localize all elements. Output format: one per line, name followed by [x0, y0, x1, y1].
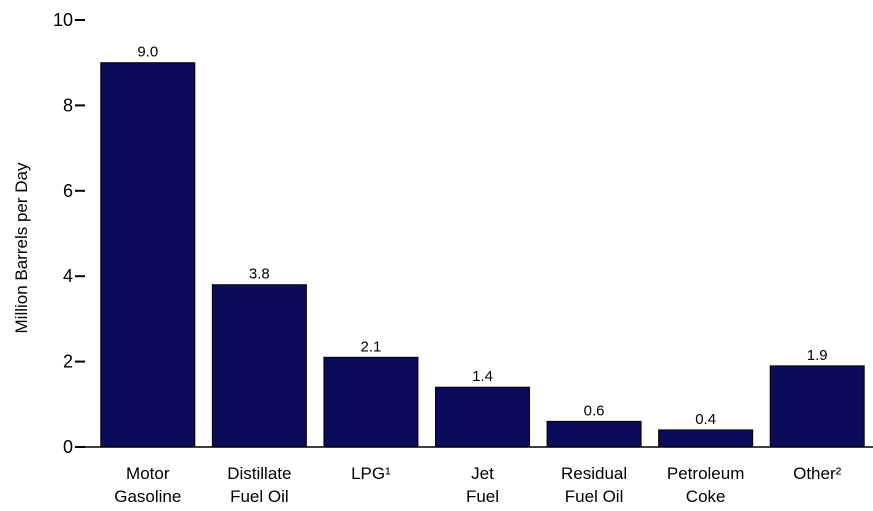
- category-label-line: Fuel Oil: [565, 487, 624, 506]
- bar-value-label: 1.9: [807, 347, 828, 364]
- bars: [100, 62, 865, 448]
- category-label-line: Gasoline: [114, 487, 181, 506]
- category-label: Petroleum Coke: [667, 464, 744, 506]
- bar-value-label: 0.4: [695, 411, 716, 428]
- category-label-line: Motor: [126, 464, 170, 483]
- category-label-line: Residual: [561, 464, 627, 483]
- category-label: Residual Fuel Oil: [561, 464, 627, 506]
- category-label-line: Petroleum: [667, 464, 744, 483]
- y-axis: 0 2 4 6 8 10: [53, 10, 85, 457]
- category-label: Jet Fuel: [466, 464, 499, 506]
- y-tick-label: 6: [63, 181, 73, 201]
- y-tick-label: 2: [63, 352, 73, 372]
- category-label: Motor Gasoline: [114, 464, 181, 506]
- bar: [323, 356, 419, 448]
- bar: [435, 386, 530, 448]
- category-label-line: Jet: [471, 464, 494, 483]
- y-tick-label: 10: [53, 10, 73, 30]
- category-label-line: Coke: [686, 487, 726, 506]
- category-label-line: Distillate: [227, 464, 291, 483]
- y-axis-title: Million Barrels per Day: [12, 162, 31, 333]
- category-label: Distillate Fuel Oil: [227, 464, 291, 506]
- y-tick-label: 8: [63, 95, 73, 115]
- y-tick-label: 0: [63, 437, 73, 457]
- category-label-line: LPG¹: [351, 464, 391, 483]
- value-labels: 9.0 3.8 2.1 1.4 0.6 0.4 1.9: [137, 44, 827, 428]
- bar: [546, 420, 642, 448]
- x-axis: Motor Gasoline Distillate Fuel Oil LPG¹ Jet Fu…: [85, 446, 873, 506]
- category-label-line: Fuel Oil: [230, 487, 289, 506]
- bar-value-label: 0.6: [584, 402, 605, 419]
- bar-value-label: 2.1: [360, 338, 381, 355]
- bar-value-label: 1.4: [472, 368, 493, 385]
- category-label-line: Fuel: [466, 487, 499, 506]
- bar-value-label: 3.8: [249, 266, 270, 283]
- bar: [211, 284, 307, 448]
- bar: [769, 365, 865, 448]
- category-label: LPG¹: [351, 464, 391, 483]
- bar: [100, 62, 196, 448]
- category-label-line: Other²: [793, 464, 842, 483]
- category-label: Other²: [793, 464, 842, 483]
- bar: [658, 429, 754, 448]
- y-tick-label: 4: [63, 266, 73, 286]
- bar-value-label: 9.0: [137, 44, 158, 61]
